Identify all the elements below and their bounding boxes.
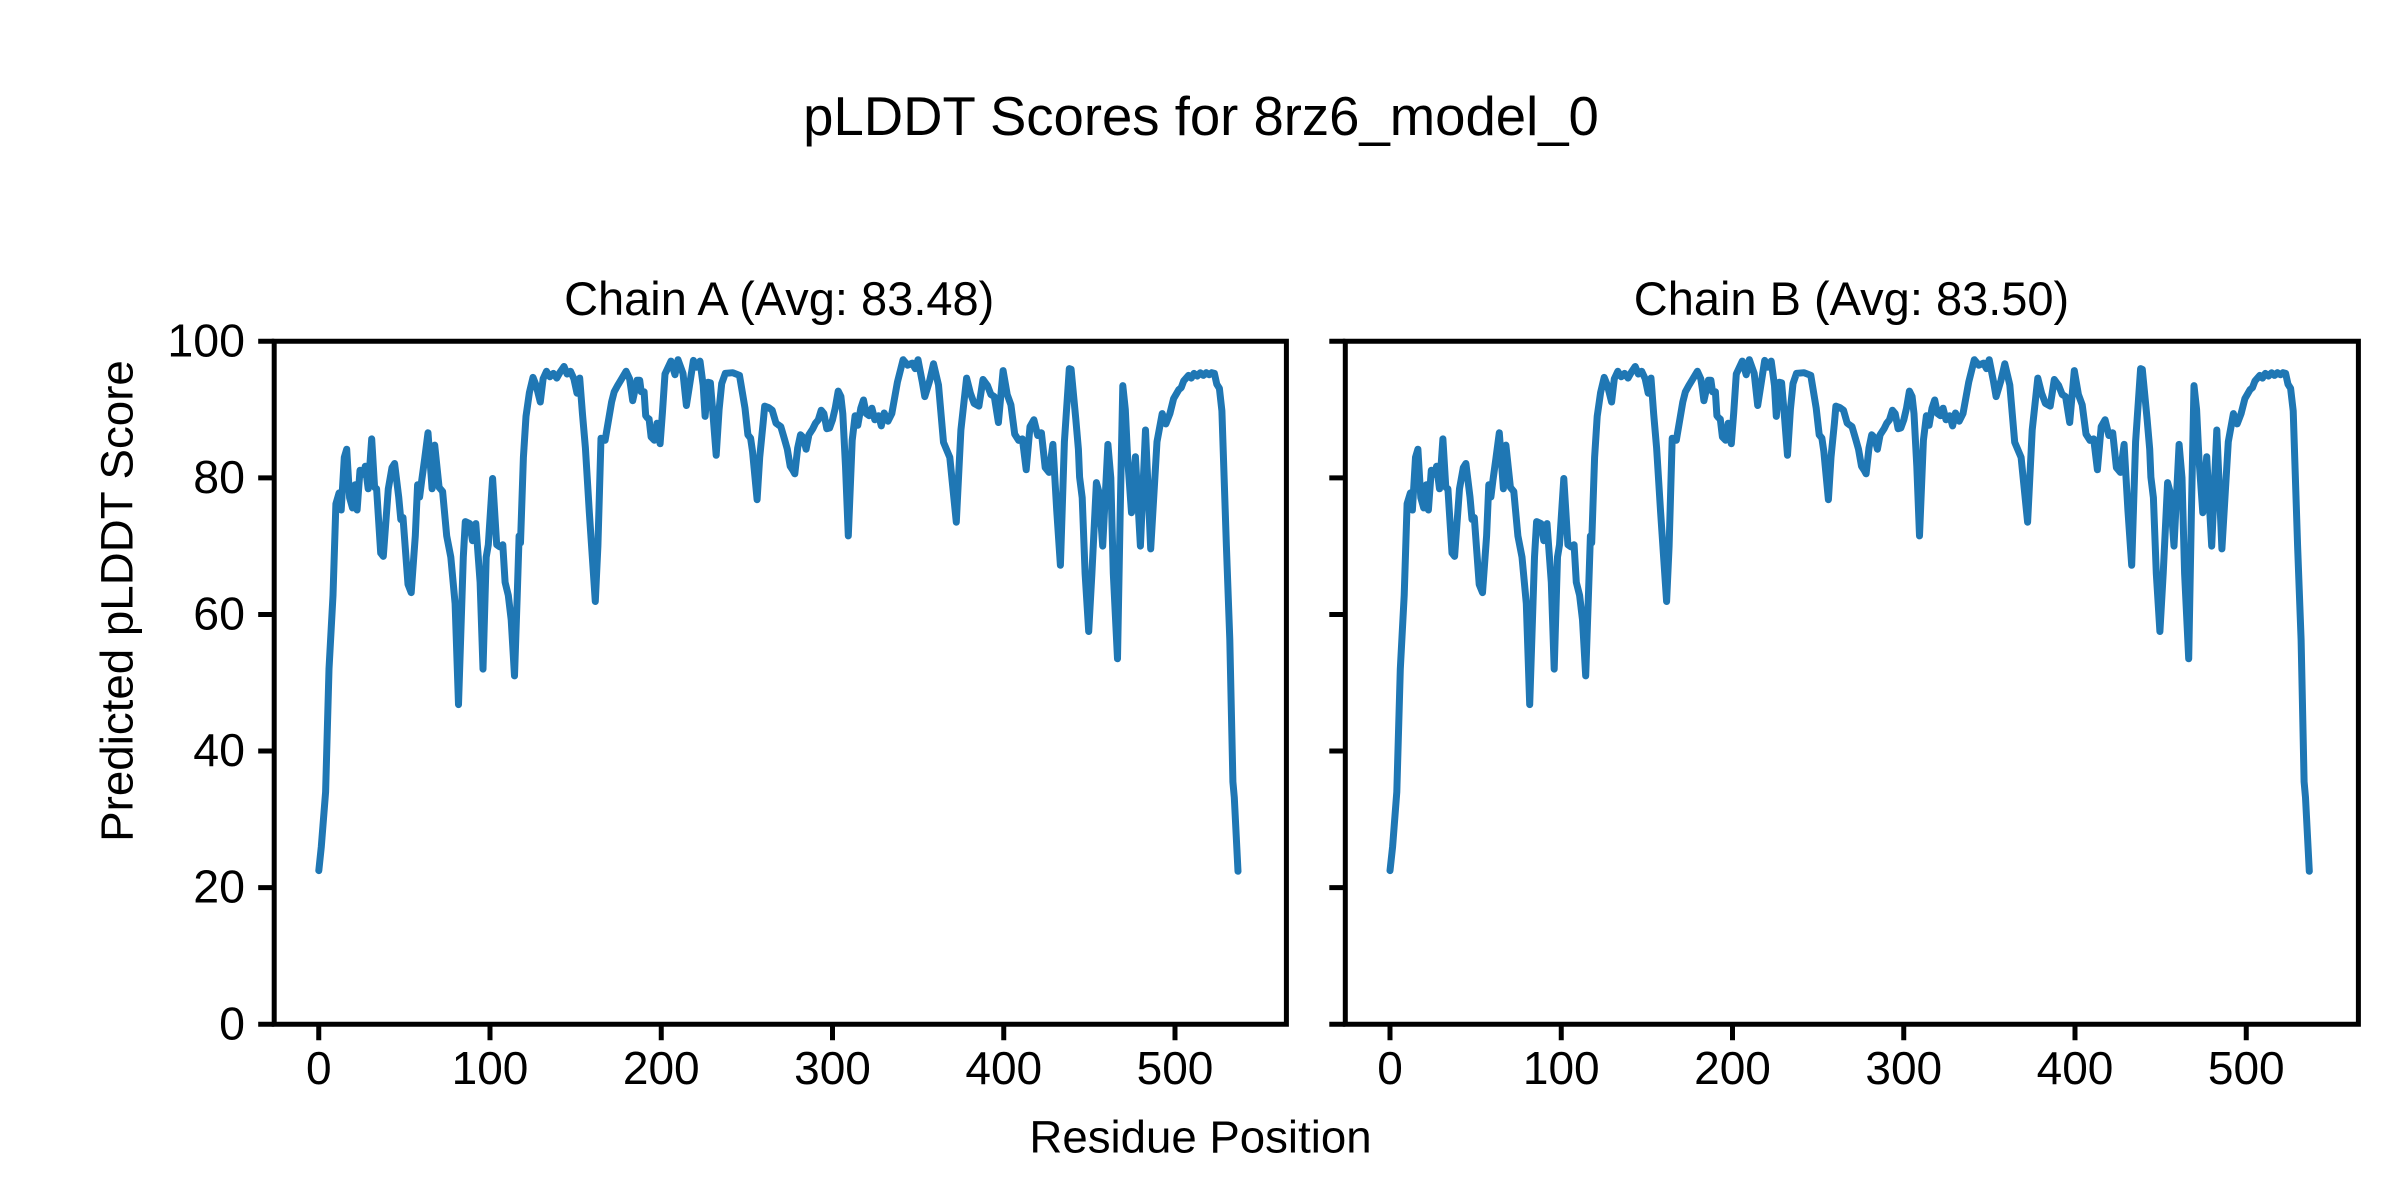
svg-text:400: 400: [965, 1042, 1042, 1094]
svg-text:500: 500: [1137, 1042, 1214, 1094]
svg-text:100: 100: [167, 314, 245, 366]
svg-text:300: 300: [794, 1042, 871, 1094]
svg-text:60: 60: [193, 587, 245, 639]
svg-text:Chain A (Avg: 83.48): Chain A (Avg: 83.48): [564, 272, 994, 325]
svg-text:pLDDT Scores for 8rz6_model_0: pLDDT Scores for 8rz6_model_0: [803, 86, 1599, 147]
svg-text:0: 0: [306, 1042, 332, 1094]
svg-text:40: 40: [193, 724, 245, 776]
svg-text:500: 500: [2208, 1042, 2285, 1094]
svg-text:400: 400: [2037, 1042, 2114, 1094]
svg-text:Chain B (Avg: 83.50): Chain B (Avg: 83.50): [1634, 272, 2069, 325]
svg-text:100: 100: [452, 1042, 529, 1094]
svg-text:0: 0: [1377, 1042, 1403, 1094]
svg-text:Predicted pLDDT Score: Predicted pLDDT Score: [92, 360, 143, 842]
svg-text:100: 100: [1523, 1042, 1600, 1094]
svg-text:Residue Position: Residue Position: [1029, 1112, 1371, 1163]
svg-text:200: 200: [1694, 1042, 1771, 1094]
svg-text:20: 20: [193, 861, 245, 913]
svg-text:300: 300: [1865, 1042, 1942, 1094]
svg-text:200: 200: [623, 1042, 700, 1094]
svg-text:0: 0: [219, 997, 245, 1049]
svg-text:80: 80: [193, 451, 245, 503]
